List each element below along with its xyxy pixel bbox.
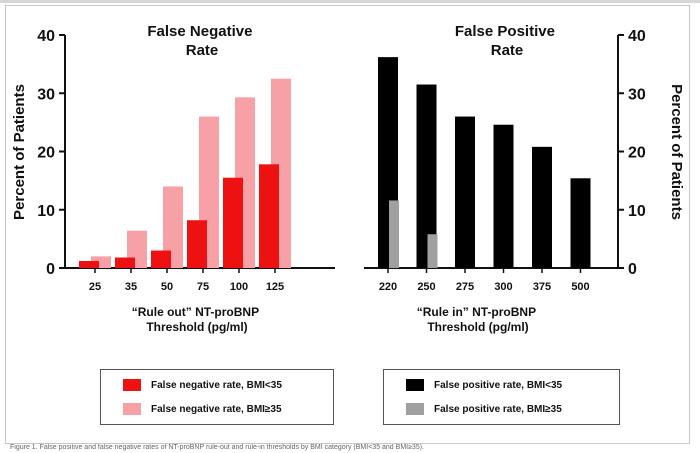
legend-item-fn-bmi-35-plus: False negative rate, BMI≥35 bbox=[123, 403, 282, 415]
left-bar-bmi-under-35 bbox=[151, 250, 171, 268]
left-y-tick-label: 20 bbox=[37, 145, 55, 162]
left-bar-bmi-under-35 bbox=[79, 261, 99, 268]
left-y-tick-label: 0 bbox=[46, 261, 55, 278]
left-y-tick-label: 30 bbox=[37, 86, 55, 103]
legend-swatch-red bbox=[123, 379, 141, 391]
legend-label: False negative rate, BMI≥35 bbox=[151, 403, 282, 415]
left-legend: False negative rate, BMI<35 False negati… bbox=[100, 369, 334, 425]
right-chart-title-line1: False Positive bbox=[455, 23, 555, 40]
left-chart-title-line2: Rate bbox=[186, 42, 219, 59]
right-y-axis-title: Percent of Patients bbox=[668, 84, 685, 220]
right-y-tick-label: 0 bbox=[628, 261, 637, 278]
left-bar-bmi-35-plus bbox=[163, 186, 183, 268]
left-chart-title: False Negative Rate bbox=[147, 23, 256, 59]
right-x-tick-label: 500 bbox=[571, 281, 589, 293]
right-y-tick-label: 20 bbox=[628, 145, 646, 162]
plot-area: 0 10 20 30 40 0 10 20 30 40 25 35 50 75 100 125 220 250 27… bbox=[37, 28, 646, 293]
left-x-tick-label: 50 bbox=[161, 281, 173, 293]
right-x-tick-label: 250 bbox=[417, 281, 435, 293]
right-legend: False positive rate, BMI<35 False positi… bbox=[383, 369, 620, 425]
right-bar-bmi-under-35 bbox=[532, 146, 552, 268]
left-y-tick-label: 40 bbox=[37, 28, 55, 45]
right-bar-bmi-under-35 bbox=[455, 116, 475, 268]
left-x-tick-label: 25 bbox=[89, 281, 101, 293]
left-bar-bmi-under-35 bbox=[115, 257, 135, 268]
right-y-tick-label: 10 bbox=[628, 203, 646, 220]
legend-label: False positive rate, BMI<35 bbox=[434, 379, 563, 391]
right-bar-bmi-35-plus bbox=[427, 234, 438, 268]
right-x-tick-label: 275 bbox=[456, 281, 474, 293]
legend-item-fn-bmi-under-35: False negative rate, BMI<35 bbox=[123, 379, 282, 391]
left-x-tick-label: 75 bbox=[197, 281, 209, 293]
left-x-axis-title: “Rule out” NT-proBNP Threshold (pg/ml) bbox=[132, 305, 262, 334]
legend-item-fp-bmi-35-plus: False positive rate, BMI≥35 bbox=[406, 403, 562, 415]
right-x-axis-title-line1: “Rule in” NT-proBNP bbox=[417, 305, 536, 319]
legend-swatch-gray bbox=[406, 403, 424, 415]
left-x-tick-label: 125 bbox=[266, 281, 284, 293]
right-x-tick-label: 220 bbox=[379, 281, 397, 293]
left-y-tick-label: 10 bbox=[37, 203, 55, 220]
top-rule bbox=[0, 0, 700, 3]
left-bar-bmi-under-35 bbox=[223, 177, 243, 268]
legend-swatch-black bbox=[406, 379, 424, 391]
figure-caption: Figure 1. False positive and false negat… bbox=[10, 444, 424, 451]
right-bar-bmi-35-plus bbox=[389, 200, 399, 268]
legend-label: False positive rate, BMI≥35 bbox=[434, 403, 562, 415]
right-x-axis-title-line2: Threshold (pg/ml) bbox=[427, 320, 528, 334]
right-x-tick-label: 300 bbox=[494, 281, 512, 293]
right-bar-bmi-under-35 bbox=[570, 178, 591, 268]
right-chart-title-line2: Rate bbox=[491, 42, 524, 59]
legend-label: False negative rate, BMI<35 bbox=[151, 379, 282, 391]
left-x-tick-label: 35 bbox=[125, 281, 137, 293]
right-chart-title: False Positive Rate bbox=[455, 23, 559, 59]
left-bar-bmi-under-35 bbox=[187, 220, 207, 268]
legend-item-fp-bmi-under-35: False positive rate, BMI<35 bbox=[406, 379, 562, 391]
left-x-tick-label: 100 bbox=[230, 281, 248, 293]
right-bar-bmi-under-35 bbox=[416, 84, 437, 268]
right-y-tick-label: 40 bbox=[628, 28, 646, 45]
legend-swatch-pink bbox=[123, 403, 141, 415]
left-x-axis-title-line1: “Rule out” NT-proBNP bbox=[132, 305, 259, 319]
left-x-axis-title-line2: Threshold (pg/ml) bbox=[146, 320, 247, 334]
left-chart-title-line1: False Negative bbox=[147, 23, 252, 40]
left-bar-bmi-under-35 bbox=[259, 164, 279, 268]
right-bar-bmi-under-35 bbox=[493, 124, 514, 268]
right-x-tick-label: 375 bbox=[533, 281, 551, 293]
right-y-tick-label: 30 bbox=[628, 86, 646, 103]
left-bar-bmi-35-plus bbox=[91, 256, 111, 268]
right-x-axis-title: “Rule in” NT-proBNP Threshold (pg/ml) bbox=[417, 305, 539, 334]
left-y-axis-title: Percent of Patients bbox=[11, 84, 28, 220]
